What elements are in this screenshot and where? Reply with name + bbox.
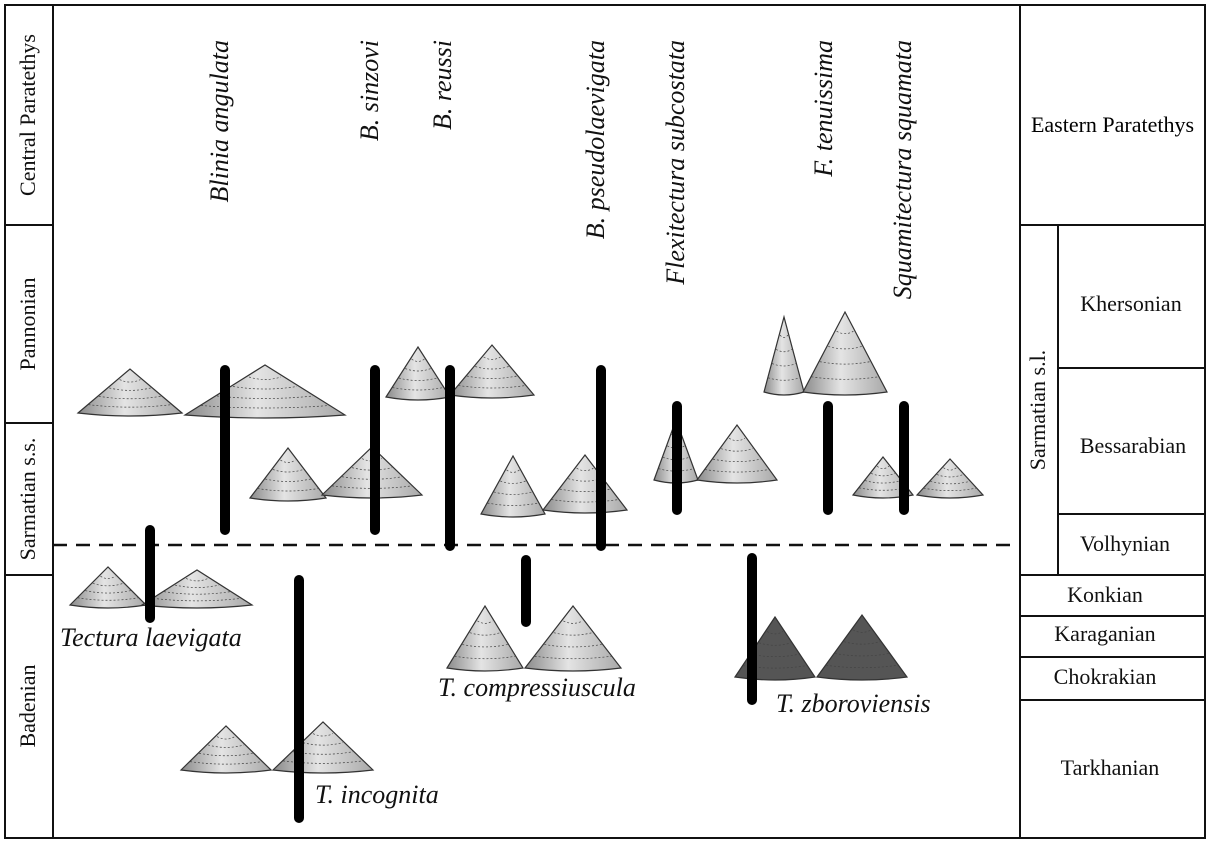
shell	[764, 317, 804, 395]
stage-label: Chokrakian	[1054, 664, 1157, 689]
shell	[78, 369, 182, 416]
range-chart: Central Paratethys Pannonian Sarmatian s…	[0, 0, 1211, 842]
shell	[817, 615, 907, 680]
species-label: B. reussi	[428, 40, 457, 130]
species-label: Tectura laevigata	[60, 623, 242, 652]
shell	[250, 448, 326, 501]
species-label: T. zboroviensis	[776, 689, 931, 718]
stage-label: Pannonian	[15, 278, 40, 371]
shell	[447, 606, 523, 671]
shell	[543, 455, 627, 513]
species-label: T. compressiuscula	[438, 673, 636, 702]
stage-label: Tarkhanian	[1061, 755, 1160, 780]
shell	[917, 459, 983, 498]
shell	[803, 312, 887, 395]
shell	[70, 567, 146, 608]
stage-label: Khersonian	[1080, 291, 1181, 316]
shell	[386, 347, 450, 400]
stage-label: Badenian	[15, 664, 40, 747]
stage-label: Central Paratethys	[15, 34, 40, 196]
stage-label: Karaganian	[1054, 621, 1155, 646]
shell	[142, 570, 252, 608]
range-bars	[150, 370, 904, 818]
stage-label: Konkian	[1067, 582, 1143, 607]
species-label: Blinia angulata	[205, 40, 234, 203]
stage-label: Volhynian	[1080, 531, 1170, 556]
shell	[181, 726, 271, 773]
header-box: Eastern Paratethys	[1030, 110, 1195, 180]
species-label: Flexitectura subcostata	[661, 40, 690, 286]
stage-label: Bessarabian	[1080, 433, 1186, 458]
shell	[697, 425, 777, 483]
species-label: Squamitectura squamata	[888, 40, 917, 299]
group-label: Sarmatian s.l.	[1025, 350, 1050, 470]
shell	[185, 365, 345, 418]
shell	[525, 606, 621, 671]
species-label: T. incognita	[315, 780, 439, 809]
stage-label: Sarmatian s.s.	[15, 438, 40, 561]
shell	[481, 456, 545, 517]
species-label: F. tenuissima	[809, 40, 838, 178]
shell	[273, 722, 373, 773]
species-label: B. pseudolaevigata	[581, 40, 610, 239]
stage-label: Eastern Paratethys	[1030, 110, 1195, 140]
shell	[450, 345, 534, 398]
species-label: B. sinzovi	[355, 40, 384, 141]
